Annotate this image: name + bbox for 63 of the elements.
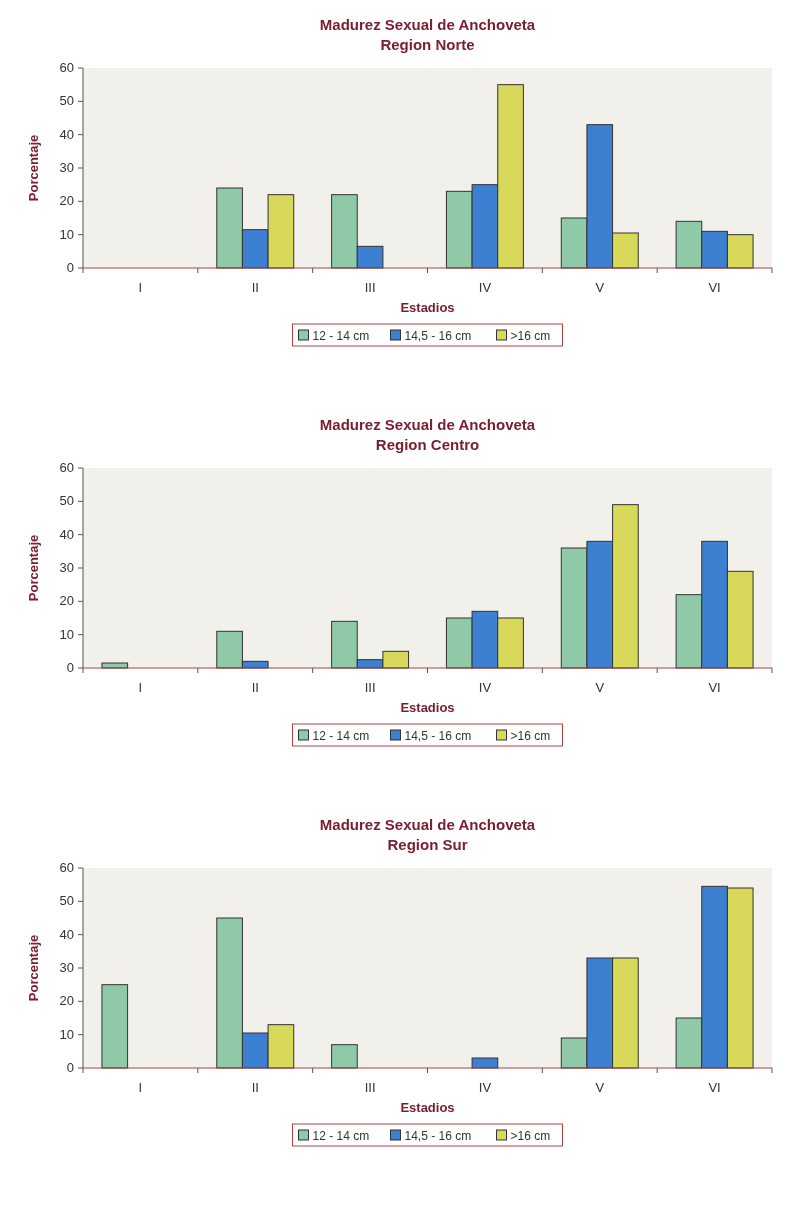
chart-subtitle: Region Centro bbox=[375, 436, 480, 453]
chart-subtitle: Region Sur bbox=[387, 836, 468, 853]
y-tick-label: 0 bbox=[66, 660, 74, 675]
x-tick-label: V bbox=[595, 680, 605, 695]
legend-label: 12 - 14 cm bbox=[312, 1129, 370, 1143]
x-tick-label: II bbox=[251, 1080, 259, 1095]
y-tick-label: 20 bbox=[59, 593, 74, 609]
x-tick-label: V bbox=[595, 280, 605, 295]
x-tick-label: II bbox=[251, 680, 259, 695]
y-tick-label: 60 bbox=[59, 60, 74, 75]
legend-label: 14,5 - 16 cm bbox=[404, 329, 472, 343]
bar bbox=[331, 1044, 358, 1069]
y-tick-label: 40 bbox=[59, 526, 74, 542]
y-tick-label: 10 bbox=[59, 1026, 74, 1042]
y-tick-label: 40 bbox=[59, 926, 74, 942]
x-tick-label: VI bbox=[708, 1080, 721, 1095]
y-tick-label: 50 bbox=[59, 93, 74, 109]
legend-label: 14,5 - 16 cm bbox=[404, 1129, 472, 1143]
legend-label: 12 - 14 cm bbox=[312, 329, 370, 343]
x-tick-label: I bbox=[138, 680, 143, 695]
x-tick-label: VI bbox=[708, 680, 721, 695]
chart-title: Madurez Sexual de Anchoveta bbox=[319, 416, 536, 433]
x-tick-label: I bbox=[138, 280, 143, 295]
legend-label: 12 - 14 cm bbox=[312, 729, 370, 743]
legend-label: >16 cm bbox=[510, 329, 551, 343]
y-tick-label: 0 bbox=[66, 1060, 74, 1075]
x-tick-label: III bbox=[364, 1080, 376, 1095]
x-tick-label: IV bbox=[478, 680, 492, 695]
x-tick-label: III bbox=[364, 680, 376, 695]
x-tick-label: IV bbox=[478, 1080, 492, 1095]
y-tick-label: 10 bbox=[59, 626, 74, 642]
x-axis-title: Estadios bbox=[400, 700, 455, 715]
y-tick-label: 50 bbox=[59, 493, 74, 509]
y-tick-label: 20 bbox=[59, 193, 74, 209]
legend-label: >16 cm bbox=[510, 1129, 551, 1143]
legend-label: 14,5 - 16 cm bbox=[404, 729, 472, 743]
y-tick-label: 20 bbox=[59, 993, 74, 1009]
y-axis-title: Porcentaje bbox=[26, 134, 41, 202]
x-axis-title: Estadios bbox=[400, 1100, 455, 1115]
y-tick-label: 10 bbox=[59, 226, 74, 242]
x-tick-label: VI bbox=[708, 280, 721, 295]
y-tick-label: 0 bbox=[66, 260, 74, 275]
bar bbox=[471, 1057, 499, 1069]
y-tick-label: 40 bbox=[59, 126, 74, 142]
chart-title: Madurez Sexual de Anchoveta bbox=[319, 816, 536, 833]
x-tick-label: V bbox=[595, 1080, 605, 1095]
bar bbox=[101, 984, 129, 1069]
x-tick-label: II bbox=[251, 280, 259, 295]
y-tick-label: 60 bbox=[59, 860, 74, 875]
x-tick-label: III bbox=[364, 280, 376, 295]
chart-title: Madurez Sexual de Anchoveta bbox=[319, 16, 536, 33]
x-tick-label: IV bbox=[478, 280, 492, 295]
chart-subtitle: Region Norte bbox=[380, 36, 475, 53]
y-axis-title: Porcentaje bbox=[26, 534, 41, 602]
y-tick-label: 30 bbox=[59, 160, 74, 175]
y-tick-label: 30 bbox=[59, 960, 74, 975]
x-tick-label: I bbox=[138, 1080, 143, 1095]
y-tick-label: 30 bbox=[59, 560, 74, 575]
y-tick-label: 60 bbox=[59, 460, 74, 475]
legend-label: >16 cm bbox=[510, 729, 551, 743]
x-axis-title: Estadios bbox=[400, 300, 455, 315]
y-axis-title: Porcentaje bbox=[26, 934, 41, 1002]
y-tick-label: 50 bbox=[59, 893, 74, 909]
